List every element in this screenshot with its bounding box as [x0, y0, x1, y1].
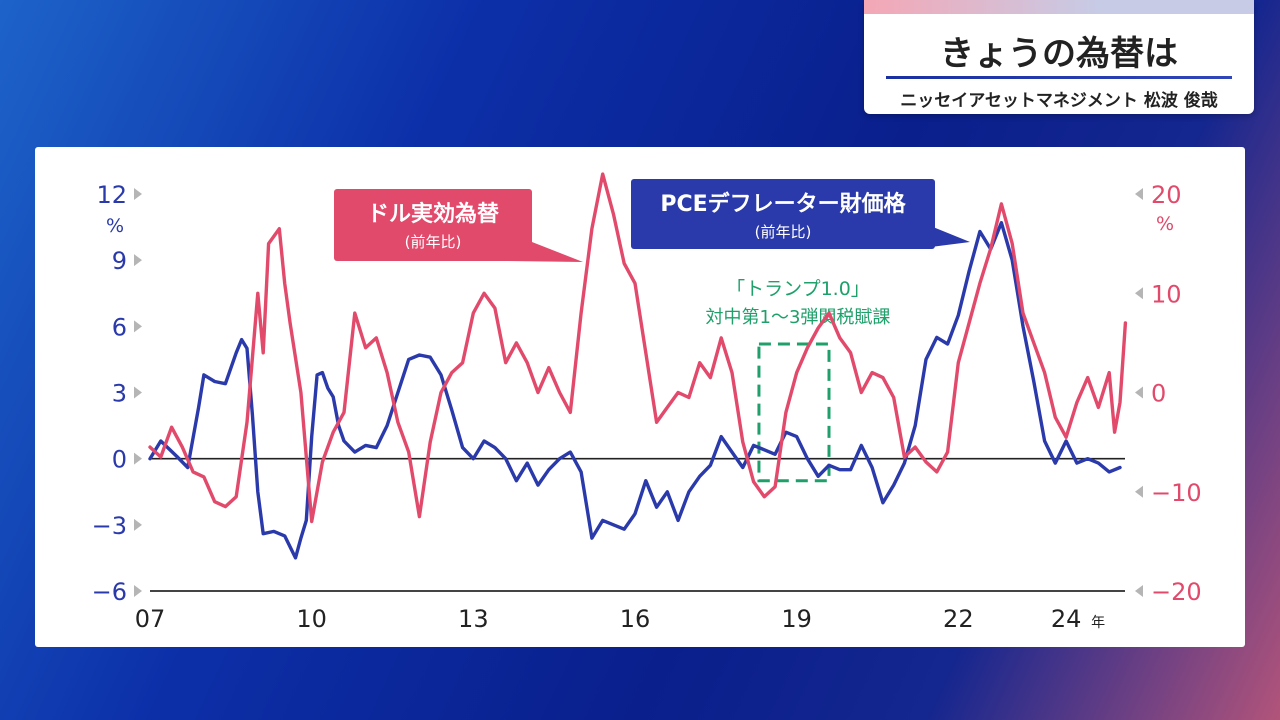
pce-series-name: PCEデフレーター財価格	[660, 191, 906, 217]
dollar-series-subtitle: (前年比)	[405, 233, 462, 251]
x-tick-label: 07	[135, 605, 166, 633]
right-tick-label: 20	[1151, 181, 1182, 209]
right-tick-arrow	[1135, 485, 1143, 498]
pce-callout-box	[631, 179, 935, 249]
left-tick-arrow	[134, 518, 142, 531]
right-tick-arrow	[1135, 287, 1143, 300]
x-tick-label: 16	[620, 605, 651, 633]
left-tick-arrow	[134, 386, 142, 399]
right-axis-unit: %	[1156, 213, 1174, 235]
left-tick-arrow	[134, 585, 142, 597]
left-tick-arrow	[134, 254, 142, 267]
left-tick-label: −6	[92, 578, 127, 606]
annotation-label-line1: 「トランプ1.0」	[726, 278, 870, 300]
left-tick-label: 3	[112, 380, 127, 408]
right-tick-arrow	[1135, 188, 1143, 200]
right-tick-label: 0	[1151, 380, 1166, 408]
left-tick-arrow	[134, 320, 142, 333]
dollar-series-line	[148, 172, 1128, 524]
annotation-dashed-box	[757, 342, 831, 483]
left-tick-arrow	[134, 188, 142, 200]
left-tick-label: 12	[96, 181, 127, 209]
left-tick-label: −3	[92, 512, 127, 540]
x-tick-label: 13	[458, 605, 489, 633]
x-axis-unit: 年	[1091, 615, 1105, 631]
title-accent-bar	[864, 0, 1254, 14]
left-tick-arrow	[134, 452, 142, 465]
pce-series-subtitle: (前年比)	[755, 223, 812, 241]
left-tick-label: 0	[112, 446, 127, 474]
annotation-label-line2: 対中第1〜3弾関税賦課	[706, 307, 891, 328]
title-box: きょうの為替は ニッセイアセットマネジメント 松波 俊哉	[864, 0, 1254, 114]
right-tick-label: −20	[1151, 578, 1202, 606]
x-tick-label: 19	[781, 605, 812, 633]
pce-callout-tail	[915, 227, 970, 249]
right-tick-arrow	[1135, 585, 1143, 597]
right-tick-label: −10	[1151, 479, 1202, 507]
pce-series-line	[148, 221, 1122, 560]
x-tick-label: 24	[1051, 605, 1082, 633]
left-tick-label: 9	[112, 247, 127, 275]
left-axis-unit: %	[106, 215, 124, 237]
left-tick-label: 6	[112, 313, 127, 341]
program-title: きょうの為替は	[940, 34, 1178, 74]
chart-svg: 「トランプ1.0」対中第1〜3弾関税賦課 12 9 6 3 0 −3 −6% 20 10 0 −10…	[92, 172, 1202, 633]
x-tick-label: 10	[296, 605, 327, 633]
dollar-series-name: ドル実効為替	[367, 201, 499, 227]
title-divider	[886, 76, 1232, 79]
chart-panel: 「トランプ1.0」 対中第1〜3弾関税賦課 12 9 6 3 0 −3 −6% 20 10 0 −10…	[35, 147, 1245, 647]
x-tick-label: 22	[943, 605, 974, 633]
right-tick-label: 10	[1151, 280, 1182, 308]
dollar-callout-box	[334, 189, 532, 261]
program-subtitle: ニッセイアセットマネジメント 松波 俊哉	[900, 91, 1218, 111]
right-tick-arrow	[1135, 386, 1143, 399]
dollar-callout-tail	[505, 242, 583, 262]
